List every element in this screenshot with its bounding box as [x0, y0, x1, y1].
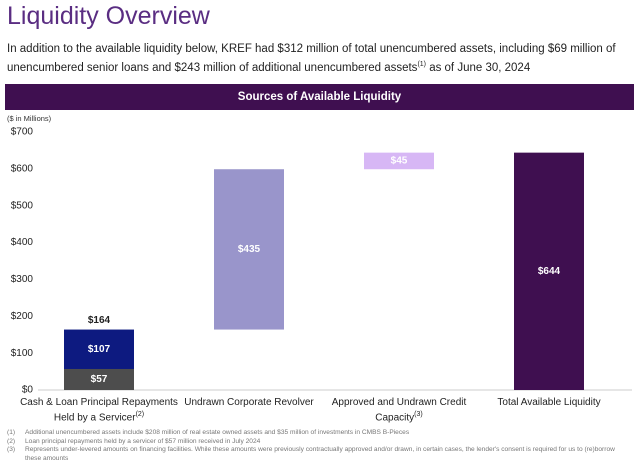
- note-marker: (2): [135, 411, 145, 418]
- x-tick-label: Total Available Liquidity: [469, 397, 629, 409]
- footnote-text: Represents under-levered amounts on fina…: [25, 446, 615, 462]
- note-marker: (3): [414, 411, 423, 418]
- total-label: $164: [88, 315, 111, 326]
- bar: [214, 169, 284, 330]
- category-text: Approved and Undrawn Credit Capacity: [331, 397, 467, 424]
- y-tick-label: $0: [22, 385, 34, 396]
- y-tick-label: $200: [11, 311, 34, 322]
- x-tick-label: Undrawn Corporate Revolver: [169, 397, 329, 409]
- category-text: Undrawn Corporate Revolver: [184, 397, 314, 408]
- intro: In addition to the available liquidity b…: [7, 41, 635, 76]
- bar: [364, 152, 434, 170]
- bar: [514, 152, 584, 390]
- footnote-marker: (1): [7, 429, 16, 436]
- footnote-text: Additional unencumbered assets include $…: [25, 429, 410, 436]
- note-marker: (1): [417, 61, 426, 68]
- value-label: $107: [88, 344, 111, 355]
- y-tick-label: $300: [11, 274, 34, 285]
- x-tick-label: Approved and Undrawn Credit Capacity(3): [319, 397, 479, 424]
- y-axis-label: ($ in Millions): [7, 114, 52, 123]
- footnote-marker: (3): [7, 446, 16, 453]
- footnote: (2) Loan principal repayments held by a s…: [7, 438, 632, 447]
- y-tick-label: $700: [11, 127, 34, 138]
- footnote: (3) Represents under-levered amounts on f…: [7, 446, 632, 463]
- title: Liquidity Overview: [7, 2, 210, 30]
- banner: Sources of Available Liquidity: [5, 84, 634, 110]
- intro-text: In addition to the available liquidity b…: [7, 43, 616, 74]
- x-tick-label: Cash & Loan Principal Repayments Held by…: [19, 397, 179, 424]
- footnote: (1) Additional unencumbered assets includ…: [7, 429, 632, 438]
- value-label: $45: [391, 156, 408, 167]
- category-text: Cash & Loan Principal Repayments Held by…: [20, 397, 178, 424]
- bar: [64, 368, 134, 390]
- y-tick-label: $600: [11, 163, 34, 174]
- y-tick-label: $500: [11, 200, 34, 211]
- y-tick-label: $100: [11, 348, 34, 359]
- value-label: $644: [538, 266, 561, 277]
- category-text: Total Available Liquidity: [497, 397, 601, 408]
- bar: [64, 329, 134, 369]
- value-label: $435: [238, 244, 261, 255]
- footnote-text: Loan principal repayments held by a serv…: [25, 437, 261, 445]
- intro-text: as of June 30, 2024: [426, 61, 531, 74]
- footnote-marker: (2): [7, 437, 16, 445]
- y-tick-label: $400: [11, 237, 34, 248]
- footnotes: (1) Additional unencumbered assets includ…: [7, 429, 632, 463]
- value-label: $57: [91, 374, 108, 385]
